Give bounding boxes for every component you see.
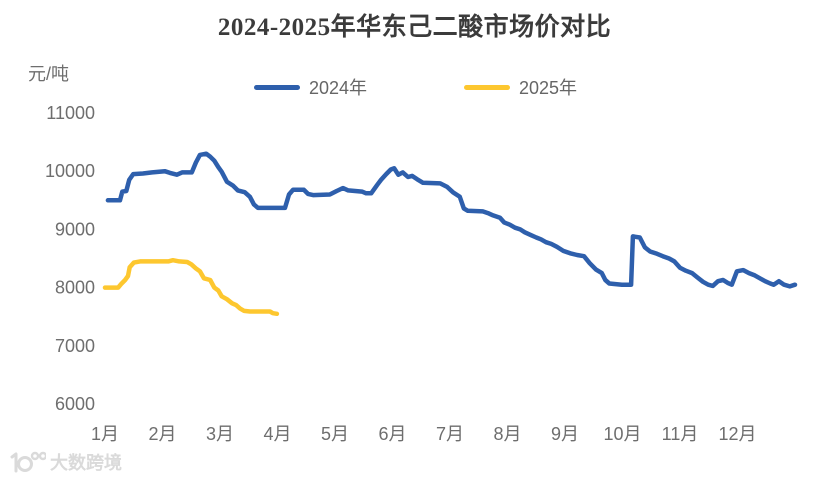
chart-title: 2024-2025年华东己二酸市场价对比 (217, 14, 612, 41)
x-tick-label: 2月 (148, 424, 176, 444)
watermark-text: 大数跨境 (50, 453, 122, 473)
y-tick-label: 7000 (55, 336, 95, 356)
y-axis-unit-label: 元/吨 (28, 64, 70, 84)
x-tick-label: 10月 (603, 424, 641, 444)
y-tick-label: 6000 (55, 394, 95, 414)
legend-item-2024: 2024年 (254, 74, 367, 100)
y-tick-label: 11000 (46, 103, 95, 123)
x-tick-label: 5月 (321, 424, 349, 444)
x-tick-label: 9月 (551, 424, 579, 444)
x-tick-label: 3月 (206, 424, 234, 444)
series-line-2024 (105, 151, 798, 289)
x-tick-label: 11月 (662, 424, 699, 444)
series-line-2025 (102, 257, 280, 317)
x-tick-label: 8月 (493, 424, 521, 444)
watermark: 大数跨境 (6, 449, 122, 475)
legend-label-2025: 2025年 (519, 78, 578, 98)
x-tick-label: 6月 (378, 424, 406, 444)
x-tick-label: 4月 (263, 424, 291, 444)
legend-label-2024: 2024年 (309, 78, 368, 98)
legend-swatch-2024-icon (254, 84, 300, 90)
x-tick-label: 1月 (91, 424, 119, 444)
y-tick-label: 9000 (55, 219, 95, 239)
legend-swatch-2025-icon (464, 84, 510, 90)
x-tick-label: 7月 (436, 424, 464, 444)
y-tick-label: 8000 (55, 278, 95, 298)
x-tick-label: 12月 (718, 424, 756, 444)
y-tick-label: 10000 (45, 161, 95, 181)
dashu-kuajing-logo-icon (10, 451, 46, 473)
legend-item-2025: 2025年 (464, 74, 577, 100)
